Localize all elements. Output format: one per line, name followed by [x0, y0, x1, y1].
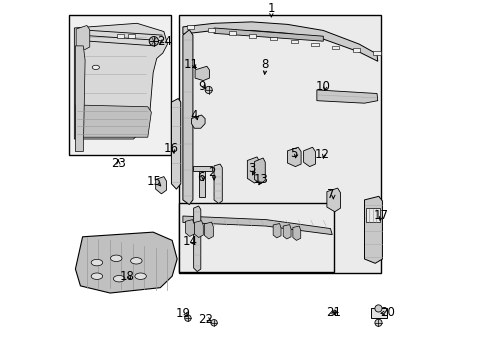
Polygon shape: [303, 147, 315, 167]
Text: 12: 12: [314, 148, 329, 161]
Bar: [373, 51, 380, 55]
Text: 15: 15: [146, 175, 162, 189]
Bar: [187, 26, 194, 29]
Polygon shape: [192, 166, 211, 171]
Bar: [228, 31, 235, 35]
Polygon shape: [74, 23, 167, 139]
Ellipse shape: [130, 257, 142, 264]
Text: 18: 18: [120, 270, 134, 283]
Polygon shape: [195, 66, 209, 81]
Bar: [179, 203, 333, 271]
Circle shape: [374, 319, 381, 327]
Circle shape: [184, 315, 191, 321]
Polygon shape: [283, 225, 290, 239]
Text: 13: 13: [253, 173, 267, 186]
Circle shape: [210, 320, 217, 326]
Polygon shape: [199, 171, 204, 197]
Text: 2: 2: [207, 166, 215, 179]
Bar: [207, 28, 215, 32]
Text: 7: 7: [327, 188, 334, 201]
Polygon shape: [331, 310, 337, 314]
Ellipse shape: [113, 275, 124, 282]
Bar: [117, 34, 123, 38]
Polygon shape: [326, 188, 340, 212]
Text: 1: 1: [267, 3, 275, 15]
Polygon shape: [75, 232, 177, 293]
Bar: [290, 40, 297, 43]
Ellipse shape: [91, 259, 102, 266]
Bar: [331, 45, 339, 49]
Polygon shape: [183, 216, 331, 235]
Bar: [370, 309, 386, 319]
Text: 5: 5: [290, 147, 297, 160]
Polygon shape: [204, 222, 213, 239]
Circle shape: [374, 305, 381, 312]
Bar: [366, 208, 379, 222]
Text: 6: 6: [197, 171, 204, 184]
Text: 3: 3: [247, 162, 255, 175]
Polygon shape: [316, 90, 377, 103]
Polygon shape: [273, 224, 281, 238]
Bar: [249, 34, 256, 38]
Text: 8: 8: [261, 58, 268, 71]
Polygon shape: [287, 147, 301, 167]
Text: 9: 9: [197, 80, 205, 93]
Text: 23: 23: [111, 157, 125, 170]
Text: 22: 22: [198, 313, 213, 326]
Polygon shape: [171, 99, 181, 189]
Polygon shape: [185, 220, 194, 237]
Polygon shape: [214, 28, 323, 41]
Text: 19: 19: [175, 307, 190, 320]
Ellipse shape: [92, 65, 99, 69]
Text: 10: 10: [315, 80, 330, 93]
Polygon shape: [183, 30, 193, 204]
Circle shape: [149, 37, 158, 46]
Text: 11: 11: [183, 58, 199, 71]
Text: 17: 17: [373, 209, 388, 222]
Text: 16: 16: [163, 142, 179, 155]
Polygon shape: [193, 206, 201, 271]
Text: 20: 20: [379, 306, 394, 319]
Polygon shape: [75, 105, 151, 137]
Bar: [269, 37, 277, 40]
Ellipse shape: [135, 273, 146, 279]
Bar: [69, 15, 171, 155]
Text: 4: 4: [190, 109, 198, 122]
Polygon shape: [183, 22, 377, 61]
Polygon shape: [254, 158, 264, 184]
Polygon shape: [364, 196, 382, 263]
Bar: [311, 42, 318, 46]
Ellipse shape: [91, 273, 102, 279]
Polygon shape: [155, 177, 166, 194]
Polygon shape: [75, 46, 85, 152]
Ellipse shape: [110, 255, 122, 261]
Polygon shape: [247, 157, 259, 183]
Polygon shape: [76, 26, 90, 49]
Polygon shape: [194, 221, 203, 238]
Text: 24: 24: [157, 35, 172, 48]
Bar: [179, 15, 380, 273]
Circle shape: [204, 86, 212, 94]
Polygon shape: [191, 115, 204, 128]
Bar: [128, 34, 134, 38]
Polygon shape: [292, 226, 300, 240]
Polygon shape: [214, 164, 222, 203]
Bar: [352, 48, 359, 52]
Text: 21: 21: [325, 306, 340, 319]
Text: 14: 14: [182, 235, 197, 248]
